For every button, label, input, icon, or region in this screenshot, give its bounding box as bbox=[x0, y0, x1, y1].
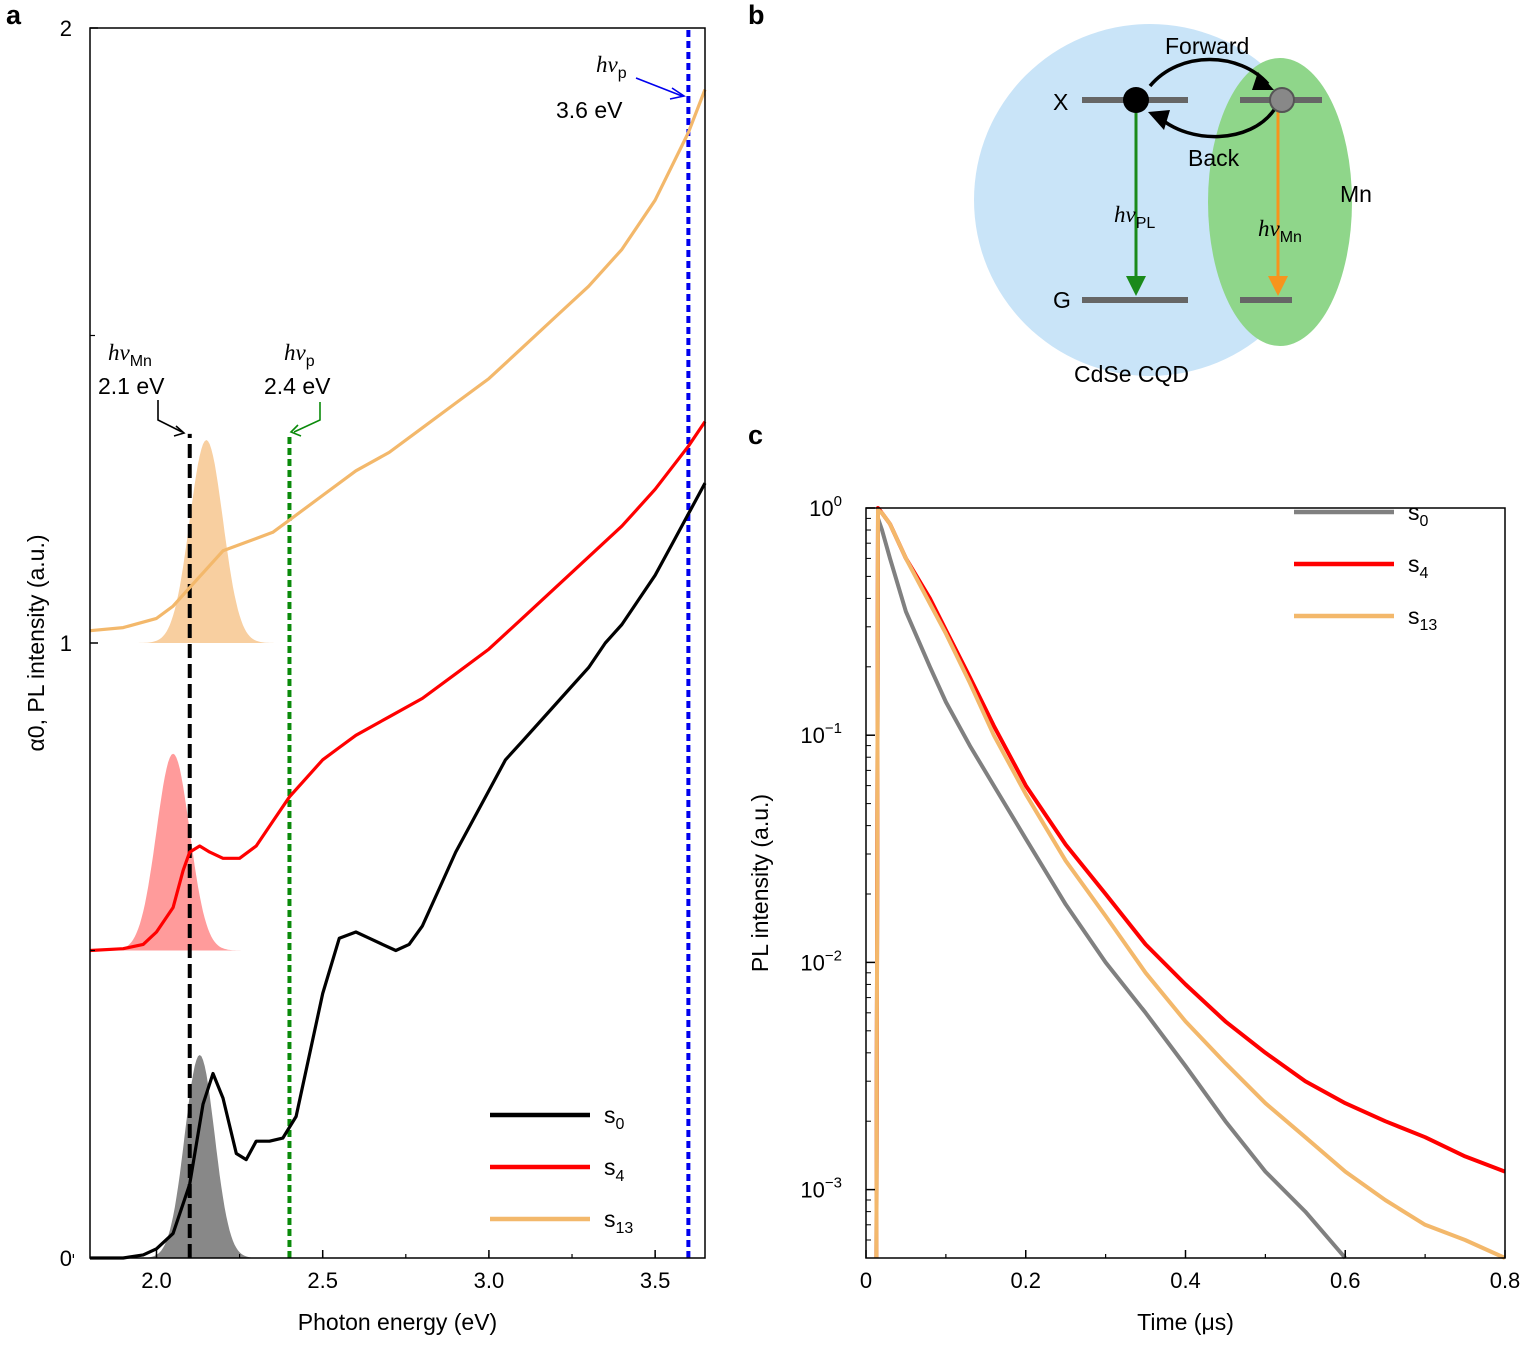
panel-letter-c: c bbox=[748, 420, 763, 450]
annotation-arrow-p-green bbox=[293, 402, 321, 433]
mn-energy-label: hνMn bbox=[1258, 216, 1302, 246]
legend-label: s0 bbox=[1408, 499, 1429, 530]
x-tick-label: 2.0 bbox=[141, 1268, 172, 1293]
y-tick-label: 100 bbox=[809, 493, 842, 521]
y-tick-label: 1 bbox=[60, 631, 72, 656]
panel-letter-b: b bbox=[748, 0, 765, 30]
forward-arrow bbox=[1148, 57, 1270, 88]
pl-peak-2 bbox=[90, 440, 307, 643]
annotation-p-blue: hνp bbox=[596, 52, 627, 82]
x-tick-label: 0.6 bbox=[1330, 1268, 1361, 1293]
annotation-p-green-value: 2.4 eV bbox=[264, 373, 331, 399]
legend-label: s4 bbox=[604, 1154, 625, 1185]
x-tick-label: 0.8 bbox=[1490, 1268, 1521, 1293]
back-label: Back bbox=[1188, 145, 1240, 171]
x-label: X bbox=[1053, 89, 1068, 115]
x-tick-label: 3.5 bbox=[640, 1268, 671, 1293]
x-tick-label: 3.0 bbox=[474, 1268, 505, 1293]
back-arrow bbox=[1158, 108, 1276, 139]
g-label: G bbox=[1053, 287, 1071, 313]
y-tick-label: 0 bbox=[60, 1246, 72, 1271]
photon-energy-markers bbox=[187, 28, 691, 1258]
x-axis-label: Photon energy (eV) bbox=[298, 1309, 497, 1335]
axes-a: 2.0 2.5 3.0 3.5 0 1 2 Photon energy (eV) α0, PL … bbox=[23, 16, 706, 1335]
panel-a-chart: 2.0 2.5 3.0 3.5 0 1 2 Photon energy (eV) α0, PL … bbox=[23, 16, 707, 1335]
x-tick-label: 0.4 bbox=[1170, 1268, 1201, 1293]
exciton-dot bbox=[1123, 87, 1149, 113]
axes-c: 0 0.2 0.4 0.6 0.8 100 10−1 10−2 10−3 Time (μs) PL … bbox=[747, 493, 1520, 1335]
x-tick-label: 2.5 bbox=[307, 1268, 338, 1293]
legend-a: s0 s4 s13 bbox=[490, 1102, 633, 1237]
annotation-arrow-mn bbox=[157, 400, 183, 433]
y-tick-label: 10−1 bbox=[800, 720, 842, 748]
y-tick-label: 2 bbox=[60, 16, 72, 41]
legend-label: s13 bbox=[604, 1206, 633, 1237]
annotation-p-blue-value: 3.6 eV bbox=[556, 97, 623, 123]
panel-c-chart: 0 0.2 0.4 0.6 0.8 100 10−1 10−2 10−3 Time (μs) PL … bbox=[747, 493, 1520, 1335]
x-tick-label: 0 bbox=[860, 1268, 872, 1293]
x-axis-label: Time (μs) bbox=[1137, 1309, 1234, 1335]
cqd-label: CdSe CQD bbox=[1074, 361, 1189, 387]
y-axis-label: PL intensity (a.u.) bbox=[747, 794, 773, 972]
series-s0 bbox=[90, 482, 707, 1260]
decay-lines bbox=[874, 506, 1506, 1260]
legend-label: s13 bbox=[1408, 603, 1437, 634]
pl-peak-0 bbox=[90, 1055, 307, 1258]
x-tick-label: 0.2 bbox=[1010, 1268, 1041, 1293]
annotation-mn: hνMn bbox=[108, 340, 152, 370]
series-s13 bbox=[89, 88, 707, 633]
legend-label: s0 bbox=[604, 1102, 625, 1133]
series-s4 bbox=[89, 420, 707, 953]
annotation-mn-value: 2.1 eV bbox=[98, 373, 165, 399]
pl-peak-1 bbox=[90, 753, 307, 951]
series-s0 bbox=[874, 516, 1347, 1260]
y-tick-label: 10−3 bbox=[800, 1175, 842, 1203]
mn-label: Mn bbox=[1340, 181, 1372, 207]
mn-dot bbox=[1269, 87, 1295, 113]
annotation-p-green: hνp bbox=[284, 340, 315, 370]
forward-label: Forward bbox=[1165, 33, 1249, 59]
series-s13 bbox=[874, 508, 1506, 1260]
y-tick-label: 10−2 bbox=[800, 947, 842, 975]
panel-b-diagram: X G Forward Back Mn CdSe CQD hνPL hνMn bbox=[974, 24, 1372, 387]
panel-letter-a: a bbox=[6, 0, 22, 30]
absorption-lines bbox=[89, 88, 707, 1260]
pl-energy-label: hνPL bbox=[1114, 202, 1155, 232]
annotation-arrow-p-blue bbox=[635, 77, 683, 97]
pl-peaks bbox=[90, 440, 307, 1258]
legend-label: s4 bbox=[1408, 551, 1429, 582]
annotations-a: hνMn 2.1 eV hνp 2.4 eV hνp 3.6 eV bbox=[98, 52, 687, 437]
y-axis-label: α0, PL intensity (a.u.) bbox=[23, 535, 49, 752]
legend-c: s0 s4 s13 bbox=[1294, 499, 1437, 634]
